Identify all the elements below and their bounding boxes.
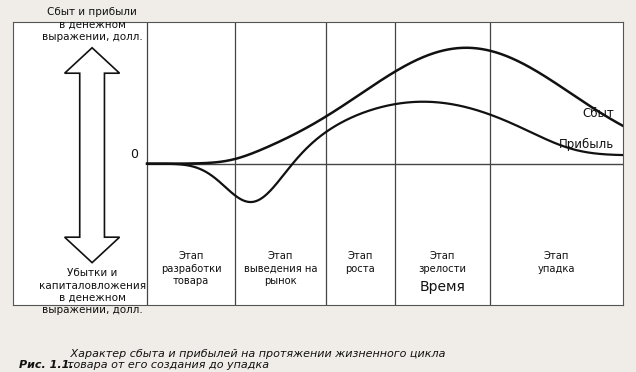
Text: Сбыт: Сбыт xyxy=(583,108,614,121)
Polygon shape xyxy=(65,48,120,263)
Text: Рис. 1.1.: Рис. 1.1. xyxy=(19,360,74,370)
Text: Этап
разработки
товара: Этап разработки товара xyxy=(161,251,221,286)
Text: Этап
упадка: Этап упадка xyxy=(538,251,576,274)
Text: Время: Время xyxy=(419,280,466,294)
Text: Сбыт и прибыли
в денежном
выражении, долл.: Сбыт и прибыли в денежном выражении, дол… xyxy=(42,7,142,42)
Text: Характер сбыта и прибылей на протяжении жизненного цикла
товара от его создания : Характер сбыта и прибылей на протяжении … xyxy=(67,349,445,370)
Text: Этап
выведения на
рынок: Этап выведения на рынок xyxy=(244,251,317,286)
Text: Этап
роста: Этап роста xyxy=(345,251,375,274)
Text: Этап
зрелости: Этап зрелости xyxy=(418,251,466,274)
Text: 0: 0 xyxy=(130,148,138,161)
Text: Прибыль: Прибыль xyxy=(559,138,614,151)
Text: Убытки и
капиталовложения
в денежном
выражении, долл.: Убытки и капиталовложения в денежном выр… xyxy=(39,268,146,315)
